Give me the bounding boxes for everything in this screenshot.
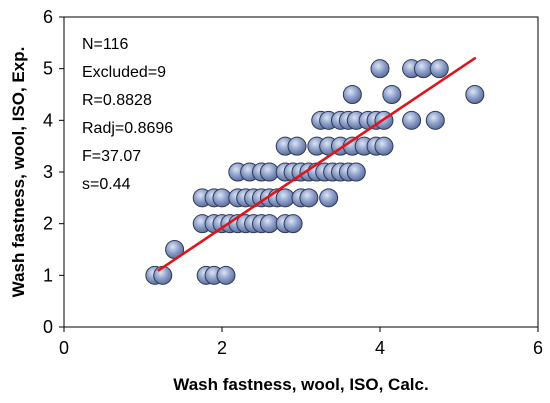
x-axis-label: Wash fastness, wool, ISO, Calc. <box>173 375 428 394</box>
x-tick-label: 0 <box>59 338 69 358</box>
data-point <box>346 162 366 182</box>
y-axis-label: Wash fastness, wool, ISO, Exp. <box>9 47 28 298</box>
x-tick-label: 2 <box>217 338 227 358</box>
data-point <box>382 85 402 104</box>
data-point <box>287 136 307 156</box>
data-point <box>299 188 319 208</box>
data-point <box>319 188 339 208</box>
data-point <box>283 214 303 234</box>
data-point <box>370 59 390 79</box>
stat-n: N=116 <box>82 36 129 53</box>
data-point <box>465 85 485 104</box>
data-point <box>425 110 445 130</box>
fit-line <box>157 57 477 272</box>
x-tick-label: 4 <box>375 338 385 358</box>
plot-area <box>63 16 539 328</box>
y-tick-label: 2 <box>43 214 53 234</box>
stat-s: s=0.44 <box>82 176 131 193</box>
data-point <box>259 214 279 234</box>
y-tick-label: 3 <box>43 162 53 182</box>
y-tick-label: 6 <box>43 7 53 27</box>
y-axis-ticks: 0 1 2 3 4 5 6 <box>43 7 64 337</box>
data-point <box>216 265 236 285</box>
data-point <box>342 85 362 104</box>
y-tick-label: 4 <box>43 110 53 130</box>
data-points <box>145 59 485 285</box>
y-tick-label: 5 <box>43 59 53 79</box>
data-point <box>374 136 394 156</box>
y-tick-label: 1 <box>43 265 53 285</box>
stat-excluded: Excluded=9 <box>82 64 166 81</box>
y-tick-label: 0 <box>43 317 53 337</box>
stat-radj: Radj=0.8696 <box>82 120 173 137</box>
x-tick-label: 6 <box>533 338 543 358</box>
data-point <box>429 59 449 79</box>
x-axis-ticks: 0 2 4 6 <box>59 327 543 358</box>
stat-r: R=0.8828 <box>82 92 152 109</box>
data-point <box>259 162 279 182</box>
stat-f: F=37.07 <box>82 148 141 165</box>
data-point <box>402 110 422 130</box>
stats-annotation: N=116 Excluded=9 R=0.8828 Radj=0.8696 F=… <box>82 36 173 193</box>
